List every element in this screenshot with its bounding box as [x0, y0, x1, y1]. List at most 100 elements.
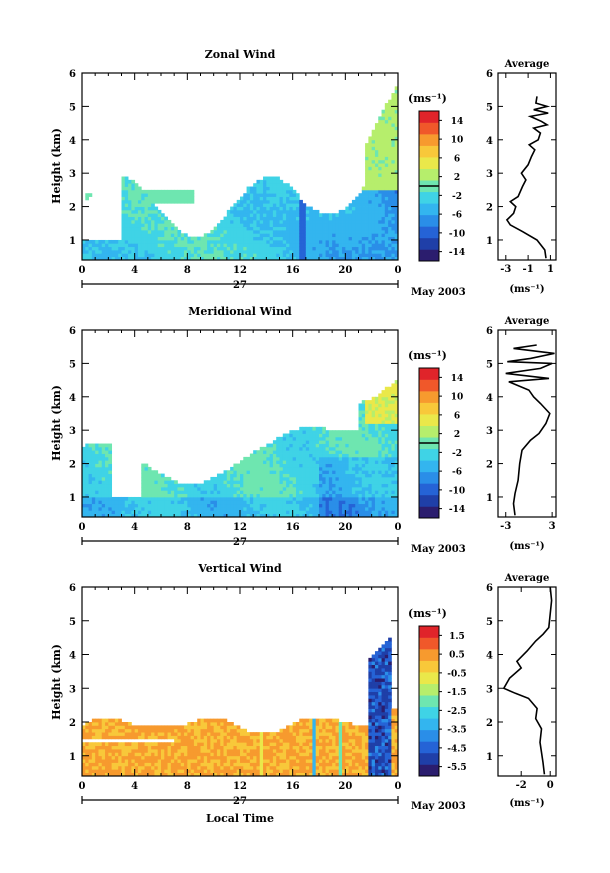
heatmap-cell [177, 246, 182, 251]
heatmap-cell [335, 243, 340, 248]
heatmap-cell [338, 476, 343, 481]
heatmap-cell [236, 226, 241, 231]
heatmap-cell [368, 403, 373, 408]
heatmap-cell [154, 219, 159, 224]
heatmap-cell [114, 243, 119, 248]
heatmap-cell [315, 443, 320, 448]
heatmap-cell [319, 430, 323, 434]
heatmap-cell [170, 752, 175, 757]
heatmap-cell [381, 443, 386, 448]
heatmap-cell [236, 223, 241, 228]
heatmap-cell [299, 486, 303, 491]
heatmap-cell [216, 503, 221, 508]
heatmap-cell [253, 239, 257, 244]
heatmap-cell [236, 476, 241, 481]
heatmap-cell [332, 236, 336, 241]
heatmap-cell [332, 249, 336, 254]
heatmap-cell [381, 166, 386, 171]
heatmap-cell [394, 420, 399, 424]
heatmap-cell [128, 219, 132, 224]
heatmap-cell [151, 253, 155, 258]
heatmap-cell [342, 219, 346, 224]
heatmap-cell [118, 510, 122, 515]
heatmap-cell [309, 236, 313, 241]
heatmap-cell [355, 490, 359, 495]
heatmap-cell [351, 443, 356, 448]
heatmap-cell [342, 229, 346, 234]
heatmap-cell [292, 206, 297, 211]
heatmap-cell [134, 256, 139, 261]
heatmap-cell [348, 500, 353, 505]
heatmap-cell [246, 223, 251, 228]
heatmap-cell [128, 762, 132, 767]
heatmap-cell [88, 735, 93, 740]
average-y-tick-label: 1 [486, 236, 493, 247]
heatmap-cell [137, 206, 142, 211]
heatmap-cell [210, 239, 215, 244]
heatmap-cell [154, 732, 159, 736]
heatmap-cell [200, 718, 205, 723]
heatmap-cell [381, 146, 386, 151]
heatmap-cell [299, 236, 303, 241]
heatmap-cell [305, 483, 310, 488]
heatmap-cell [388, 186, 392, 191]
heatmap-cell [384, 473, 389, 478]
heatmap-cell [292, 463, 297, 468]
heatmap-cell [144, 246, 149, 251]
heatmap-cell [187, 725, 192, 730]
heatmap-cell [319, 243, 323, 248]
heatmap-cell [388, 173, 392, 177]
heatmap-cell [243, 460, 247, 464]
heatmap-cell [312, 253, 317, 258]
heatmap-cell [292, 196, 297, 201]
heatmap-cell [374, 470, 379, 474]
heatmap-cell [292, 213, 297, 217]
heatmap-cell [184, 196, 188, 201]
heatmap-cell [216, 249, 221, 254]
heatmap-cell [378, 116, 382, 121]
heatmap-cell [345, 490, 350, 495]
heatmap-cell [299, 466, 303, 471]
heatmap-cell [266, 473, 271, 478]
heatmap-cell [144, 749, 149, 753]
heatmap-cell [378, 490, 382, 495]
heatmap-cell [374, 503, 379, 508]
heatmap-cell [193, 759, 198, 763]
heatmap-cell [263, 229, 267, 234]
heatmap-cell [207, 233, 211, 238]
heatmap-cell [394, 146, 399, 151]
heatmap-cell [388, 436, 392, 441]
heatmap-cell [187, 243, 192, 248]
heatmap-cell [180, 732, 185, 736]
heatmap-cell [269, 223, 274, 228]
heatmap-cell [246, 463, 251, 468]
heatmap-cell [128, 769, 132, 774]
heatmap-cell [151, 189, 155, 194]
heatmap-cell [164, 239, 168, 244]
heatmap-cell [226, 256, 231, 261]
heatmap-cell [381, 476, 386, 481]
heatmap-cell [220, 249, 224, 254]
heatmap-cell [286, 209, 290, 214]
heatmap-cell [174, 772, 178, 777]
heatmap-cell [355, 450, 359, 454]
heatmap-cell [388, 406, 392, 411]
heatmap-cell [137, 506, 142, 511]
heatmap-cell [147, 735, 152, 740]
heatmap-cell [164, 510, 168, 515]
heatmap-cell [332, 453, 336, 458]
heatmap-cell [358, 503, 363, 508]
heatmap-cell [302, 243, 307, 248]
heatmap-cell [391, 196, 396, 201]
heatmap-cell [246, 239, 251, 244]
heatmap-cell [361, 239, 366, 244]
heatmap-cell [391, 473, 396, 478]
heatmap-cell [82, 253, 86, 258]
heatmap-cell [230, 473, 234, 478]
heatmap-cell [272, 249, 277, 254]
heatmap-cell [91, 732, 96, 736]
heatmap-cell [216, 718, 221, 723]
heatmap-cell [374, 163, 379, 167]
heatmap-cell [365, 493, 369, 498]
heatmap-cell [240, 728, 244, 733]
